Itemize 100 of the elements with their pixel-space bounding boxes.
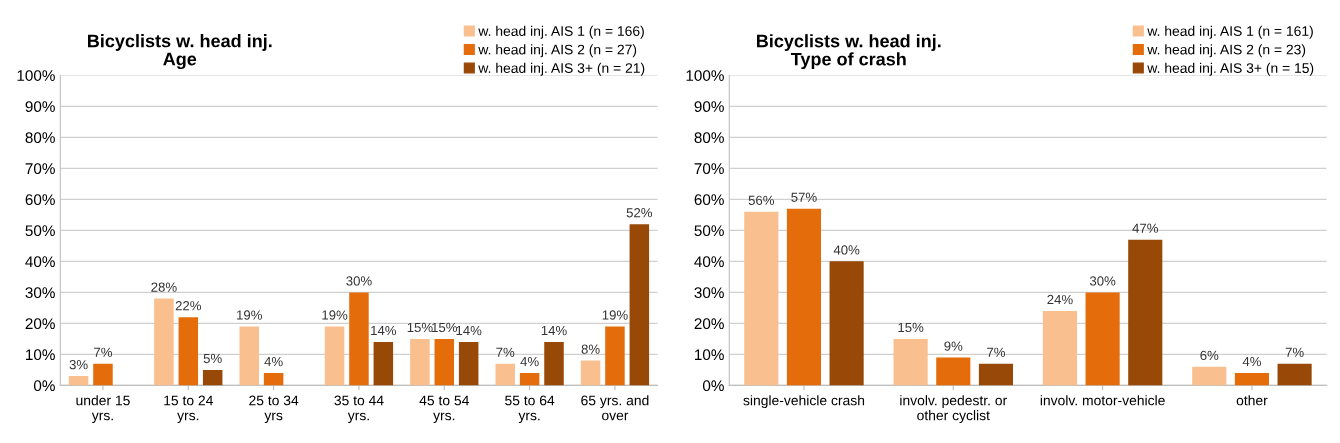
bar (68, 376, 89, 386)
data-label: 7% (987, 347, 1006, 357)
data-label: 7% (94, 347, 113, 357)
x-tick-label: 65 yrs. and over (581, 395, 649, 421)
data-label: 40% (833, 245, 860, 255)
bar (1192, 366, 1227, 386)
bar (936, 357, 971, 386)
bar (744, 211, 779, 386)
bar (829, 261, 864, 386)
x-tick-label: involv. pedestr. or other cyclist (900, 395, 1007, 424)
y-tick-label: 10% (695, 349, 724, 361)
chart-title: Bicyclists w. head inj. Age (88, 34, 272, 70)
bar (458, 342, 479, 386)
y-tick-label: 50% (694, 225, 724, 237)
y-tick-label: 30% (25, 287, 55, 299)
bar (373, 342, 394, 386)
data-label: 56% (748, 195, 775, 205)
data-label: 4% (520, 356, 539, 367)
x-tick-label: 45 to 54 yrs. (419, 395, 469, 424)
y-tick-label: 100% (17, 70, 55, 81)
data-label: 30% (1089, 276, 1116, 286)
bar (893, 338, 928, 386)
bar (324, 326, 345, 386)
bar (434, 338, 455, 386)
data-label: 47% (1132, 223, 1159, 233)
y-tick-label: 40% (694, 256, 724, 268)
bar (239, 326, 259, 386)
data-label: 8% (581, 344, 600, 354)
bar (580, 360, 601, 386)
y-tick-label: 10% (26, 349, 55, 361)
y-tick-label: 100% (686, 70, 724, 81)
y-tick-label: 80% (25, 132, 55, 144)
y-tick-label: 0% (702, 380, 724, 392)
y-tick-label: 90% (25, 101, 55, 113)
data-label: 19% (237, 310, 262, 320)
bar (544, 342, 564, 386)
x-tick-label: 15 to 24 yrs. (164, 395, 213, 424)
bar (605, 326, 625, 386)
data-label: 15% (407, 322, 433, 333)
data-label: 14% (371, 325, 397, 336)
data-label: 4% (264, 356, 283, 367)
y-tick-label: 70% (694, 163, 724, 175)
data-label: 3% (69, 359, 88, 370)
legend-label: w. head inj. AIS 2 (n = 23) (1147, 44, 1306, 58)
data-label: 24% (1047, 294, 1073, 305)
bar (1042, 310, 1078, 386)
bar (629, 224, 650, 386)
y-tick-label: 60% (694, 194, 724, 206)
bar (154, 298, 174, 386)
x-tick-label: involv. motor-vehicle (1040, 395, 1165, 406)
x-tick-label: other (1236, 395, 1268, 406)
data-label: 52% (626, 208, 653, 218)
x-tick-label: under 15 yrs. (76, 395, 130, 424)
y-tick-label: 60% (25, 194, 55, 206)
x-tick-label: single-vehicle crash (743, 395, 865, 409)
bar (1277, 363, 1312, 386)
y-tick-label: 30% (694, 287, 724, 299)
bar (202, 369, 223, 386)
y-tick-label: 20% (25, 318, 55, 330)
data-label: 4% (1242, 356, 1261, 367)
bar (178, 317, 199, 386)
data-label: 14% (456, 325, 482, 336)
x-tick-label: 25 to 34 yrs (249, 395, 299, 424)
data-label: 7% (1285, 347, 1304, 357)
data-label: 9% (944, 341, 963, 351)
y-tick-label: 40% (25, 256, 55, 268)
data-label: 30% (346, 276, 372, 286)
y-tick-label: 50% (25, 225, 55, 237)
bar (1128, 239, 1163, 386)
bar (519, 373, 540, 386)
bar (410, 338, 430, 386)
legend-label: w. head inj. AIS 3+ (n = 15) (1147, 62, 1314, 76)
legend-label: w. head inj. AIS 1 (n = 161) (1147, 25, 1313, 39)
bar (93, 363, 113, 386)
data-label: 19% (602, 310, 628, 320)
chart-title: Bicyclists w. head inj. Type of crash (756, 34, 941, 70)
data-label: 22% (175, 301, 202, 311)
bar (1085, 292, 1120, 386)
y-tick-label: 70% (25, 163, 55, 175)
data-label: 19% (322, 310, 348, 320)
data-label: 6% (1200, 350, 1219, 361)
data-label: 28% (151, 282, 177, 292)
y-tick-label: 20% (694, 318, 724, 330)
y-tick-label: 80% (694, 132, 724, 144)
data-label: 5% (203, 353, 222, 364)
y-tick-label: 90% (694, 101, 724, 113)
data-label: 57% (791, 192, 817, 202)
legend-label: w. head inj. AIS 3+ (n = 21) (478, 62, 645, 76)
bar (349, 292, 369, 386)
data-label: 14% (541, 325, 567, 336)
legend-label: w. head inj. AIS 1 (n = 166) (478, 25, 644, 39)
data-label: 15% (432, 322, 458, 333)
bar (1234, 373, 1269, 386)
bar (495, 363, 515, 386)
bar (786, 208, 822, 386)
legend-label: w. head inj. AIS 2 (n = 27) (478, 44, 637, 58)
y-tick-label: 0% (33, 380, 55, 392)
bar (978, 363, 1014, 386)
data-label: 7% (496, 347, 515, 357)
x-tick-label: 35 to 44 yrs. (334, 395, 384, 424)
